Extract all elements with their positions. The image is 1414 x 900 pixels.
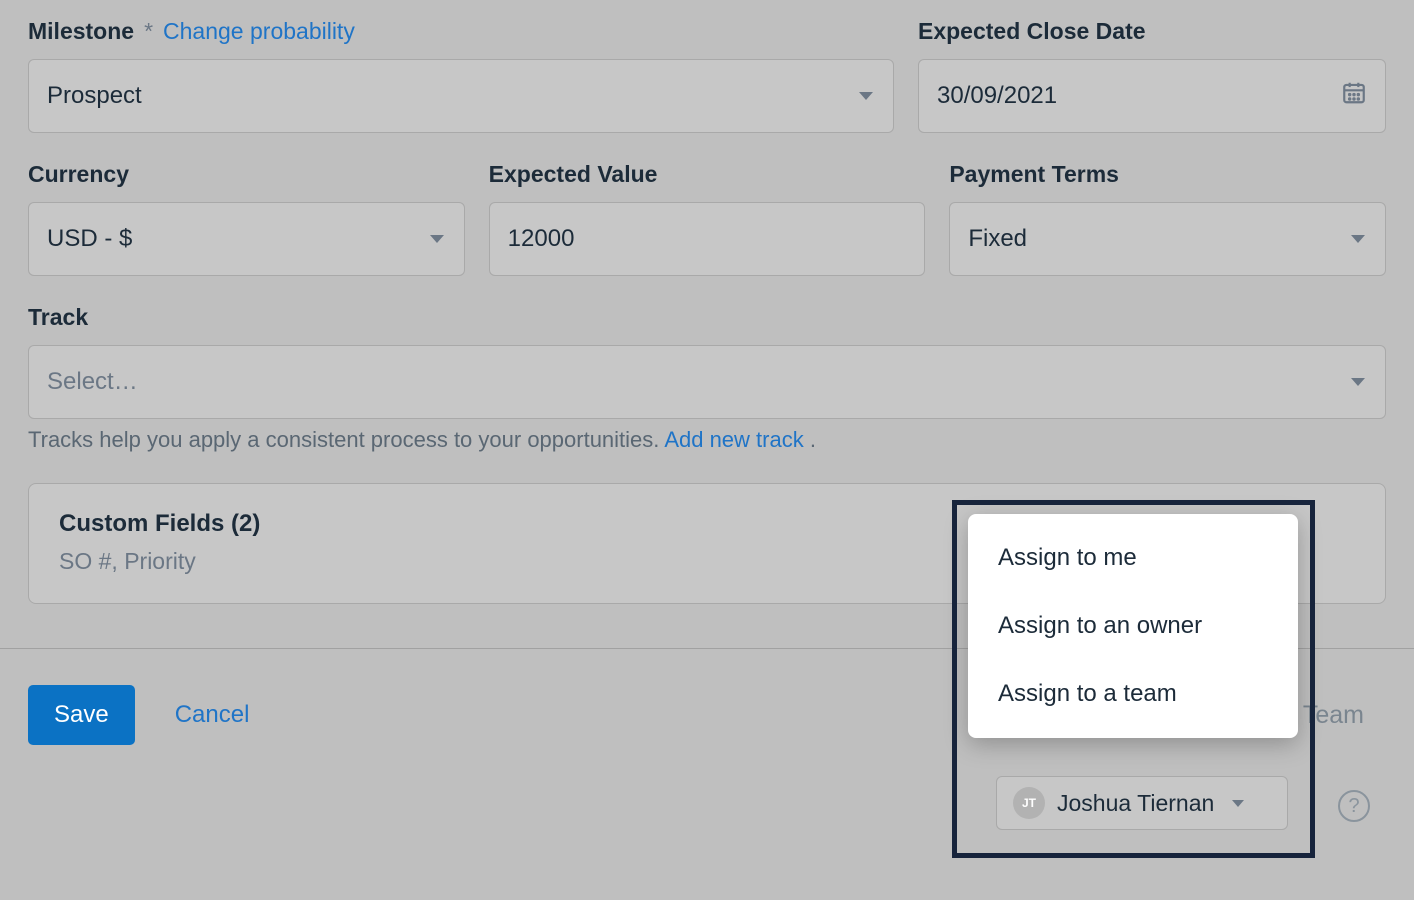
currency-label: Currency xyxy=(28,161,129,188)
milestone-value: Prospect xyxy=(47,82,142,110)
owner-chip[interactable]: JT Joshua Tiernan xyxy=(996,776,1288,830)
track-help-text: Tracks help you apply a consistent proce… xyxy=(28,427,1386,453)
assign-to-me-item[interactable]: Assign to me xyxy=(968,524,1298,592)
track-help-prefix: Tracks help you apply a consistent proce… xyxy=(28,427,664,452)
expected-value-label: Expected Value xyxy=(489,161,658,188)
currency-value: USD - $ xyxy=(47,225,132,253)
payment-terms-value: Fixed xyxy=(968,225,1027,253)
track-label: Track xyxy=(28,304,88,331)
chevron-down-icon xyxy=(1232,800,1244,807)
milestone-select[interactable]: Prospect xyxy=(28,59,894,133)
add-new-track-link[interactable]: Add new track xyxy=(664,427,803,452)
change-probability-link[interactable]: Change probability xyxy=(163,18,355,45)
assign-menu: Assign to me Assign to an owner Assign t… xyxy=(968,514,1298,738)
expected-value-value: 12000 xyxy=(508,225,575,253)
cancel-button[interactable]: Cancel xyxy=(175,701,250,729)
chevron-down-icon xyxy=(859,92,873,100)
track-placeholder: Select… xyxy=(47,368,138,396)
calendar-icon xyxy=(1341,80,1367,113)
currency-select[interactable]: USD - $ xyxy=(28,202,465,276)
avatar: JT xyxy=(1013,787,1045,819)
track-select[interactable]: Select… xyxy=(28,345,1386,419)
close-date-input[interactable]: 30/09/2021 xyxy=(918,59,1386,133)
required-mark: * xyxy=(144,18,153,45)
chevron-down-icon xyxy=(1351,235,1365,243)
track-help-suffix: . xyxy=(804,427,816,452)
payment-terms-select[interactable]: Fixed xyxy=(949,202,1386,276)
save-button[interactable]: Save xyxy=(28,685,135,745)
assign-to-team-item[interactable]: Assign to a team xyxy=(968,660,1298,728)
close-date-value: 30/09/2021 xyxy=(937,82,1057,110)
expected-value-input[interactable]: 12000 xyxy=(489,202,926,276)
payment-terms-label: Payment Terms xyxy=(949,161,1119,188)
help-icon[interactable]: ? xyxy=(1338,790,1370,822)
owner-name: Joshua Tiernan xyxy=(1057,790,1214,817)
close-date-label: Expected Close Date xyxy=(918,18,1146,45)
assign-to-owner-item[interactable]: Assign to an owner xyxy=(968,592,1298,660)
chevron-down-icon xyxy=(1351,378,1365,386)
chevron-down-icon xyxy=(430,235,444,243)
milestone-label: Milestone xyxy=(28,18,134,45)
